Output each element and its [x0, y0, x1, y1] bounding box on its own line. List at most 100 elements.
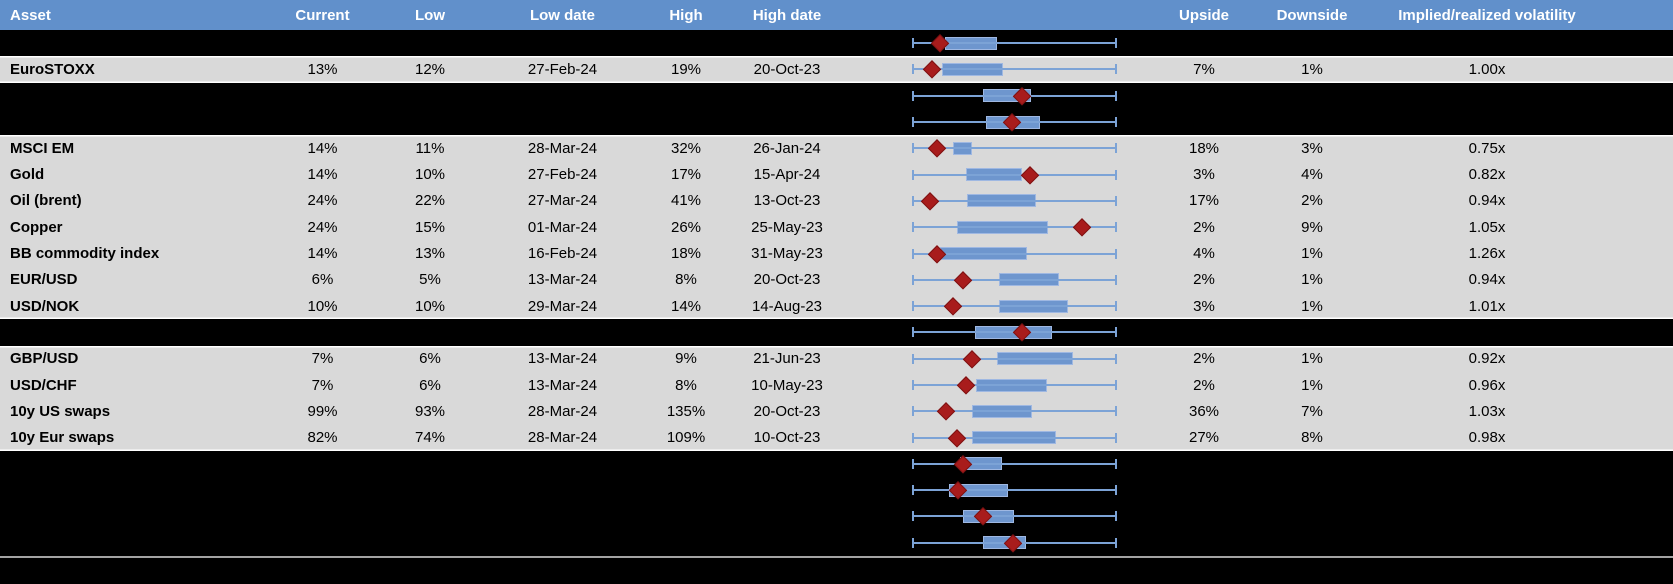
cell-current[interactable]: 14%	[307, 166, 338, 184]
cell-boxplot[interactable]	[862, 109, 1167, 135]
cell-high[interactable]	[660, 503, 712, 529]
column-header-current[interactable]: Current	[295, 6, 350, 24]
cell-implied-realized[interactable]	[1383, 30, 1591, 56]
cell-asset[interactable]: USD/NOK	[10, 297, 80, 315]
cell-high-date[interactable]	[712, 503, 862, 529]
cell-high[interactable]: 14%	[670, 297, 702, 315]
cell-low[interactable]: 74%	[414, 429, 446, 447]
cell-upside[interactable]	[1167, 503, 1241, 529]
cell-current[interactable]: 24%	[307, 192, 338, 210]
cell-boxplot[interactable]	[862, 346, 1167, 372]
cell-implied-realized[interactable]: 1.00x	[1468, 60, 1506, 78]
table-row[interactable]: Oil (brent) 24% 22% 27-Mar-24 41% 13-Oct…	[0, 187, 1673, 215]
cell-current[interactable]: 14%	[307, 245, 338, 263]
cell-downside[interactable]: 4%	[1301, 166, 1323, 184]
cell-low-date[interactable]	[465, 530, 660, 556]
table-row[interactable]: USD/CHF 7% 6% 13-Mar-24 8% 10-May-23 2% …	[0, 371, 1673, 399]
cell-high-date[interactable]	[712, 30, 862, 56]
cell-high[interactable]: 32%	[670, 139, 702, 157]
cell-high[interactable]: 18%	[670, 245, 702, 263]
cell-implied-realized[interactable]: 0.98x	[1468, 429, 1506, 447]
cell-low[interactable]: 6%	[419, 376, 441, 394]
cell-high[interactable]: 8%	[675, 376, 697, 394]
cell-boxplot[interactable]	[862, 56, 1167, 82]
cell-current[interactable]: 24%	[307, 218, 338, 236]
cell-upside[interactable]: 18%	[1188, 139, 1220, 157]
cell-asset[interactable]: USD/CHF	[10, 376, 77, 394]
cell-upside[interactable]	[1167, 451, 1241, 477]
cell-high[interactable]	[660, 477, 712, 503]
cell-low-date[interactable]: 28-Mar-24	[527, 139, 598, 157]
column-header-upside[interactable]: Upside	[1178, 6, 1229, 24]
table-row[interactable]: Gold 14% 10% 27-Feb-24 17% 15-Apr-24 3% …	[0, 161, 1673, 188]
table-row[interactable]: 10y US swaps 99% 93% 28-Mar-24 135% 20-O…	[0, 398, 1673, 425]
cell-high[interactable]	[660, 83, 712, 109]
cell-current[interactable]: 82%	[307, 429, 338, 447]
cell-boxplot[interactable]	[862, 240, 1167, 266]
cell-asset[interactable]	[0, 109, 250, 135]
cell-low-date[interactable]: 13-Mar-24	[527, 271, 598, 289]
cell-high[interactable]: 135%	[666, 402, 706, 420]
cell-upside[interactable]	[1167, 530, 1241, 556]
cell-high[interactable]	[660, 30, 712, 56]
cell-current[interactable]: 7%	[311, 376, 334, 394]
cell-low-date[interactable]: 27-Mar-24	[527, 192, 598, 210]
cell-downside[interactable]: 1%	[1301, 350, 1323, 368]
cell-boxplot[interactable]	[862, 188, 1167, 214]
cell-downside[interactable]: 1%	[1301, 245, 1323, 263]
table-row[interactable]: Copper 24% 15% 01-Mar-24 26% 25-May-23 2…	[0, 214, 1673, 241]
cell-boxplot[interactable]	[862, 214, 1167, 240]
table-row[interactable]: EuroSTOXX 13% 12% 27-Feb-24 19% 20-Oct-2…	[0, 56, 1673, 83]
table-row[interactable]: BB commodity index 14% 13% 16-Feb-24 18%…	[0, 240, 1673, 267]
cell-implied-realized[interactable]	[1383, 109, 1591, 135]
cell-low[interactable]: 13%	[414, 245, 446, 263]
cell-current[interactable]	[250, 319, 395, 345]
cell-low-date[interactable]: 27-Feb-24	[527, 60, 598, 78]
cell-asset[interactable]: EUR/USD	[10, 271, 78, 289]
cell-upside[interactable]: 2%	[1193, 350, 1215, 368]
cell-asset[interactable]: Oil (brent)	[10, 192, 82, 210]
cell-downside[interactable]	[1241, 83, 1383, 109]
cell-high-date[interactable]: 20-Oct-23	[753, 271, 821, 289]
table-row[interactable]	[0, 529, 1673, 556]
cell-current[interactable]: 7%	[311, 350, 334, 368]
cell-implied-realized[interactable]: 1.01x	[1468, 297, 1506, 315]
cell-asset[interactable]: GBP/USD	[10, 350, 79, 368]
cell-low[interactable]: 22%	[414, 192, 446, 210]
cell-implied-realized[interactable]: 0.92x	[1468, 350, 1506, 368]
cell-low[interactable]: 12%	[414, 60, 446, 78]
cell-upside[interactable]: 36%	[1188, 402, 1220, 420]
column-header-implied-realized[interactable]: Implied/realized volatility	[1398, 6, 1576, 24]
cell-low-date[interactable]	[465, 477, 660, 503]
cell-implied-realized[interactable]	[1383, 83, 1591, 109]
table-row[interactable]: USD/NOK 10% 10% 29-Mar-24 14% 14-Aug-23 …	[0, 292, 1673, 320]
cell-high[interactable]: 17%	[670, 166, 702, 184]
cell-high-date[interactable]: 15-Apr-24	[753, 166, 821, 184]
table-row[interactable]: 10y Eur swaps 82% 74% 28-Mar-24 109% 10-…	[0, 424, 1673, 451]
cell-high-date[interactable]: 20-Oct-23	[753, 402, 821, 420]
cell-boxplot[interactable]	[862, 319, 1167, 345]
table-row[interactable]	[0, 319, 1673, 346]
cell-high-date[interactable]	[712, 83, 862, 109]
cell-low[interactable]: 15%	[414, 218, 446, 236]
table-row[interactable]	[0, 477, 1673, 504]
cell-boxplot[interactable]	[862, 30, 1167, 56]
cell-high-date[interactable]: 13-Oct-23	[753, 192, 821, 210]
cell-boxplot[interactable]	[862, 530, 1167, 556]
cell-asset[interactable]	[0, 83, 250, 109]
table-row[interactable]	[0, 82, 1673, 109]
cell-boxplot[interactable]	[862, 503, 1167, 529]
cell-low-date[interactable]: 13-Mar-24	[527, 376, 598, 394]
cell-high-date[interactable]	[712, 109, 862, 135]
cell-low-date[interactable]: 29-Mar-24	[527, 297, 598, 315]
cell-low[interactable]	[395, 319, 465, 345]
table-row[interactable]: GBP/USD 7% 6% 13-Mar-24 9% 21-Jun-23 2% …	[0, 345, 1673, 372]
cell-downside[interactable]: 1%	[1301, 376, 1323, 394]
cell-upside[interactable]	[1167, 83, 1241, 109]
cell-asset[interactable]	[0, 30, 250, 56]
cell-high-date[interactable]	[712, 530, 862, 556]
cell-boxplot[interactable]	[862, 161, 1167, 187]
cell-low[interactable]	[395, 503, 465, 529]
cell-low[interactable]	[395, 477, 465, 503]
cell-upside[interactable]: 7%	[1193, 60, 1215, 78]
